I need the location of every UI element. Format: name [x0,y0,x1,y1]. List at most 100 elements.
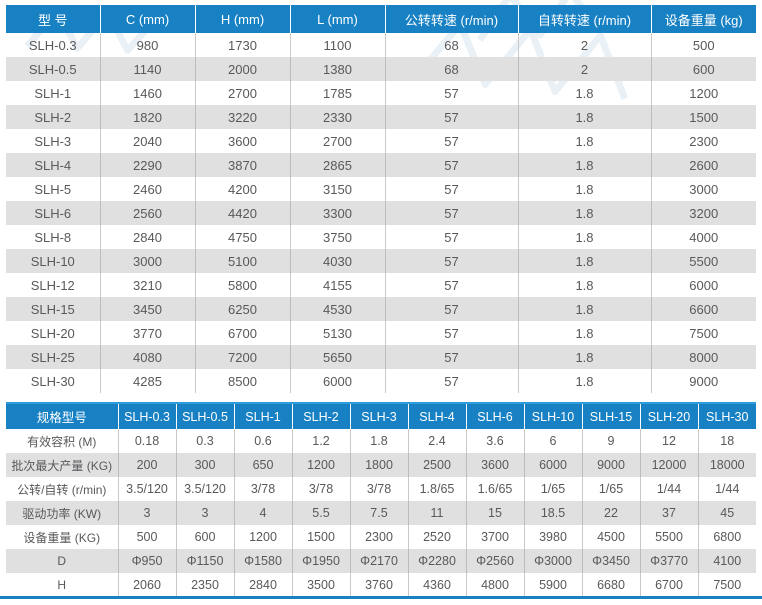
value-cell: 1.2 [292,429,351,453]
value-cell: 1.6/65 [466,477,525,501]
value-cell: 1/44 [640,477,699,501]
table2-model-header-0: SLH-0.3 [118,402,177,429]
table2-model-header-7: SLH-10 [524,402,583,429]
table-row: 公转/自转 (r/min) 3.5/120 3.5/120 3/78 3/78 3/78 1… [6,477,756,501]
value-cell: 2560 [100,201,196,225]
table-row: 设备重量 (KG) 500 600 1200 1500 2300 2520 3700 3980 4… [6,525,756,549]
value-cell: 2300 [350,525,409,549]
value-cell: 57 [385,153,519,177]
value-cell: 6700 [195,321,291,345]
value-cell: 11 [408,501,467,525]
value-cell: 1200 [234,525,293,549]
value-cell: 57 [385,297,519,321]
value-cell: 3150 [290,177,386,201]
table2-model-header-5: SLH-4 [408,402,467,429]
value-cell: 500 [692,37,715,53]
value-cell: 6800 [713,530,742,544]
table2-model-header-3: SLH-2 [292,402,351,429]
value-cell: 1500 [292,525,351,549]
value-cell: 57 [385,201,519,225]
model-cell: SLH-5 [6,177,101,201]
value-cell: 3.5/120 [118,477,177,501]
value-cell: 5500 [651,249,756,273]
table-row: 驱动功率 (KW) 3 3 4 5.5 7.5 11 15 18.5 22 37 45 [6,501,756,525]
value-cell: 1.8 [518,321,652,345]
value-cell: 3000 [689,181,719,197]
value-cell: 2290 [100,153,196,177]
table2-model-header-8: SLH-15 [582,402,641,429]
value-cell: Φ3450 [582,549,641,573]
value-cell: 3200 [651,201,756,225]
table-row: D Φ950 Φ1150 Φ1580 Φ1950 Φ2170 Φ2280 Φ2560 Φ3000… [6,549,756,573]
row-label: 公转/自转 (r/min) [6,477,119,501]
value-cell: 15 [466,501,525,525]
table1-header-1: C (mm) [100,5,196,33]
value-cell: 3210 [100,273,196,297]
table1-header-2: H (mm) [195,5,291,33]
table-row: SLH-5 2460 4200 3150 57 1.8 3000 [6,177,756,201]
specifications-table: 规格型号 SLH-0.3 SLH-0.5 SLH-1 SLH-2 SLH-3 SLH-4 S… [6,402,756,597]
bottom-accent-line [0,596,762,599]
table-row: SLH-10 3000 5100 4030 57 1.8 5500 [6,249,756,273]
row-label: D [6,549,119,573]
model-cell: SLH-1 [6,81,101,105]
value-cell: 2460 [100,177,196,201]
value-cell: 9000 [689,373,719,389]
table2-model-header-4: SLH-3 [350,402,409,429]
table2-model-header-2: SLH-1 [234,402,293,429]
table1-header-4: 公转转速 (r/min) [385,5,519,33]
value-cell: 3770 [100,321,196,345]
value-cell: 1.8 [518,153,652,177]
value-cell: 1800 [350,453,409,477]
value-cell: 1500 [651,105,756,129]
value-cell: 4750 [195,225,291,249]
value-cell: 9000 [582,453,641,477]
table2-header-label: 规格型号 [6,402,119,429]
value-cell: 5130 [290,321,386,345]
value-cell: 4080 [100,345,196,369]
table1-header-0: 型 号 [6,5,101,33]
value-cell: 3220 [195,105,291,129]
table-row: SLH-3 2040 3600 2700 57 1.8 2300 [6,129,756,153]
value-cell: 2.4 [408,429,467,453]
value-cell: 4200 [195,177,291,201]
table1-header-6: 设备重量 (kg) [651,5,756,33]
value-cell: 3/78 [234,477,293,501]
value-cell: 1140 [100,57,196,81]
value-cell: 3000 [100,249,196,273]
value-cell: 1/65 [582,477,641,501]
value-cell: 7500 [689,325,719,341]
value-cell: 3870 [195,153,291,177]
value-cell: 37 [640,501,699,525]
value-cell: 2840 [100,225,196,249]
value-cell: 0.3 [176,429,235,453]
row-label: 设备重量 (KG) [6,525,119,549]
value-cell: 5.5 [292,501,351,525]
value-cell: 57 [385,369,519,393]
value-cell: Φ3000 [524,549,583,573]
table1-header-5: 自转转速 (r/min) [518,5,652,33]
value-cell: 68 [385,57,519,81]
value-cell: 1.8 [350,429,409,453]
value-cell: 3750 [290,225,386,249]
value-cell: 22 [582,501,641,525]
value-cell: 45 [698,501,756,525]
value-cell: 6250 [195,297,291,321]
value-cell: 3/78 [350,477,409,501]
value-cell: 4500 [582,525,641,549]
value-cell: 3600 [195,129,291,153]
value-cell: 1/44 [715,482,740,496]
value-cell: 3300 [290,201,386,225]
value-cell: 2300 [689,133,719,149]
value-cell: 4800 [466,573,525,597]
value-cell: 2330 [290,105,386,129]
row-label: 批次最大产量 (KG) [6,453,119,477]
value-cell: 1380 [290,57,386,81]
row-label: 有效容积 (M) [6,429,119,453]
value-cell: 600 [176,525,235,549]
value-cell: Φ1580 [234,549,293,573]
value-cell: 57 [385,273,519,297]
value-cell: 7500 [713,578,742,592]
value-cell: 3 [176,501,235,525]
